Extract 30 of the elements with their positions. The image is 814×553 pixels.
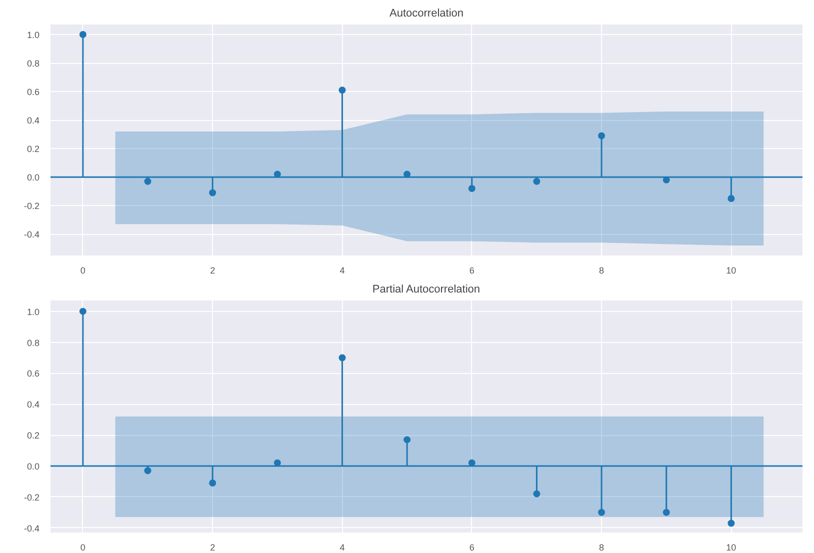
y-tick-label: -0.4	[24, 230, 40, 240]
x-tick-label: 10	[726, 542, 736, 552]
chart-title: Autocorrelation	[390, 8, 464, 20]
x-tick-label: 10	[726, 266, 736, 276]
y-tick-label: 0.2	[26, 430, 40, 441]
y-tick-label: -0.2	[24, 201, 40, 212]
chart-title: Partial Autocorrelation	[372, 284, 480, 296]
x-tick-label: 2	[210, 266, 216, 276]
x-tick-label: 8	[599, 542, 604, 552]
x-tick-label: 0	[80, 542, 86, 552]
y-tick-label: 0.6	[26, 87, 40, 98]
x-tick-label: 6	[469, 542, 474, 552]
y-tick-label: 0.4	[26, 116, 40, 126]
y-tick-label: 0.2	[26, 144, 40, 154]
y-tick-label: 0.4	[26, 400, 40, 410]
y-tick-label: -0.4	[24, 523, 40, 534]
y-tick-label: 0.8	[26, 338, 40, 348]
y-tick-label: 1.0	[26, 30, 40, 40]
x-tick-label: 6	[469, 266, 474, 276]
y-tick-label: 0.0	[26, 172, 40, 183]
x-tick-label: 8	[599, 266, 604, 276]
x-tick-label: 4	[340, 542, 345, 552]
y-tick-label: 1.0	[26, 306, 40, 317]
y-tick-label: -0.2	[24, 492, 40, 502]
x-tick-label: 4	[340, 266, 345, 276]
x-tick-label: 2	[210, 542, 216, 552]
y-tick-label: 0.0	[26, 461, 40, 472]
y-tick-label: 0.6	[26, 368, 40, 379]
y-tick-label: 0.8	[26, 58, 40, 68]
x-tick-label: 0	[80, 266, 86, 276]
